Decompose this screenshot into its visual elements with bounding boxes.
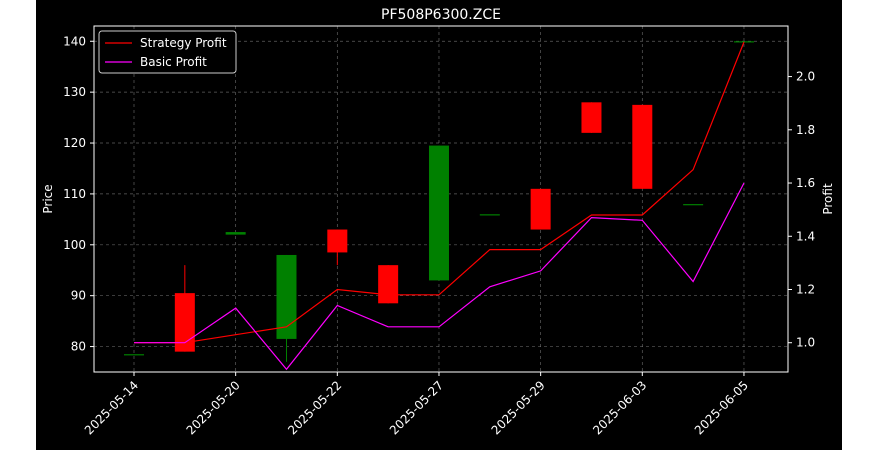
right-tick-label: 1.6 (796, 176, 815, 190)
legend: Strategy Profit Basic Profit (98, 30, 237, 74)
x-tick-label: 2025-05-20 (184, 378, 243, 437)
candle-body (327, 229, 348, 253)
candle-body (276, 254, 297, 339)
x-tick-label: 2025-05-29 (489, 378, 548, 437)
left-tick-label: 100 (63, 238, 86, 252)
left-tick-label: 120 (63, 136, 86, 150)
candle-layer (124, 41, 754, 362)
left-tick-label: 90 (71, 289, 86, 303)
right-axis: 1.0 1.2 1.4 1.6 1.8 2.0 (788, 70, 815, 350)
y-axis-label-right: Profit (821, 183, 835, 215)
candle-body (530, 188, 551, 230)
candle-body (225, 232, 246, 235)
candle-body (581, 102, 602, 133)
left-axis: 80 90 100 110 120 130 140 (63, 34, 94, 354)
line-layer (134, 41, 745, 371)
candle-body (632, 104, 653, 189)
candle-body (479, 214, 500, 216)
basic-profit-line (134, 182, 745, 371)
legend-label-strategy: Strategy Profit (140, 36, 227, 50)
x-tick-label: 2025-05-14 (82, 378, 141, 437)
left-tick-label: 130 (63, 85, 86, 99)
chart-figure: PF508P6300.ZCE 80 90 100 110 120 130 140 1.0 1.… (36, 0, 842, 450)
candle-body (174, 293, 195, 352)
x-axis: 2025-05-14 2025-05-20 2025-05-22 2025-05-27… (82, 372, 751, 437)
right-tick-label: 2.0 (796, 70, 815, 84)
candle-body (428, 145, 449, 281)
candle-body (378, 265, 399, 304)
candle-body (124, 354, 144, 356)
right-tick-label: 1.4 (796, 229, 815, 243)
candle-body (733, 41, 754, 43)
x-tick-label: 2025-05-27 (387, 378, 446, 437)
x-tick-label: 2025-05-22 (285, 378, 344, 437)
left-tick-label: 110 (63, 187, 86, 201)
y-axis-label-left: Price (41, 184, 55, 213)
strategy-profit-line (134, 41, 745, 344)
plot-frame (93, 25, 789, 373)
chart-title: PF508P6300.ZCE (381, 7, 501, 23)
left-tick-label: 80 (71, 340, 86, 354)
right-tick-label: 1.8 (796, 123, 815, 137)
x-tick-label: 2025-06-05 (692, 378, 751, 437)
right-tick-label: 1.2 (796, 282, 815, 296)
left-tick-label: 140 (63, 34, 86, 48)
legend-label-basic: Basic Profit (140, 55, 207, 69)
legend-box (98, 30, 237, 74)
candle-body (683, 204, 704, 206)
x-tick-label: 2025-06-03 (590, 378, 649, 437)
right-tick-label: 1.0 (796, 336, 815, 350)
